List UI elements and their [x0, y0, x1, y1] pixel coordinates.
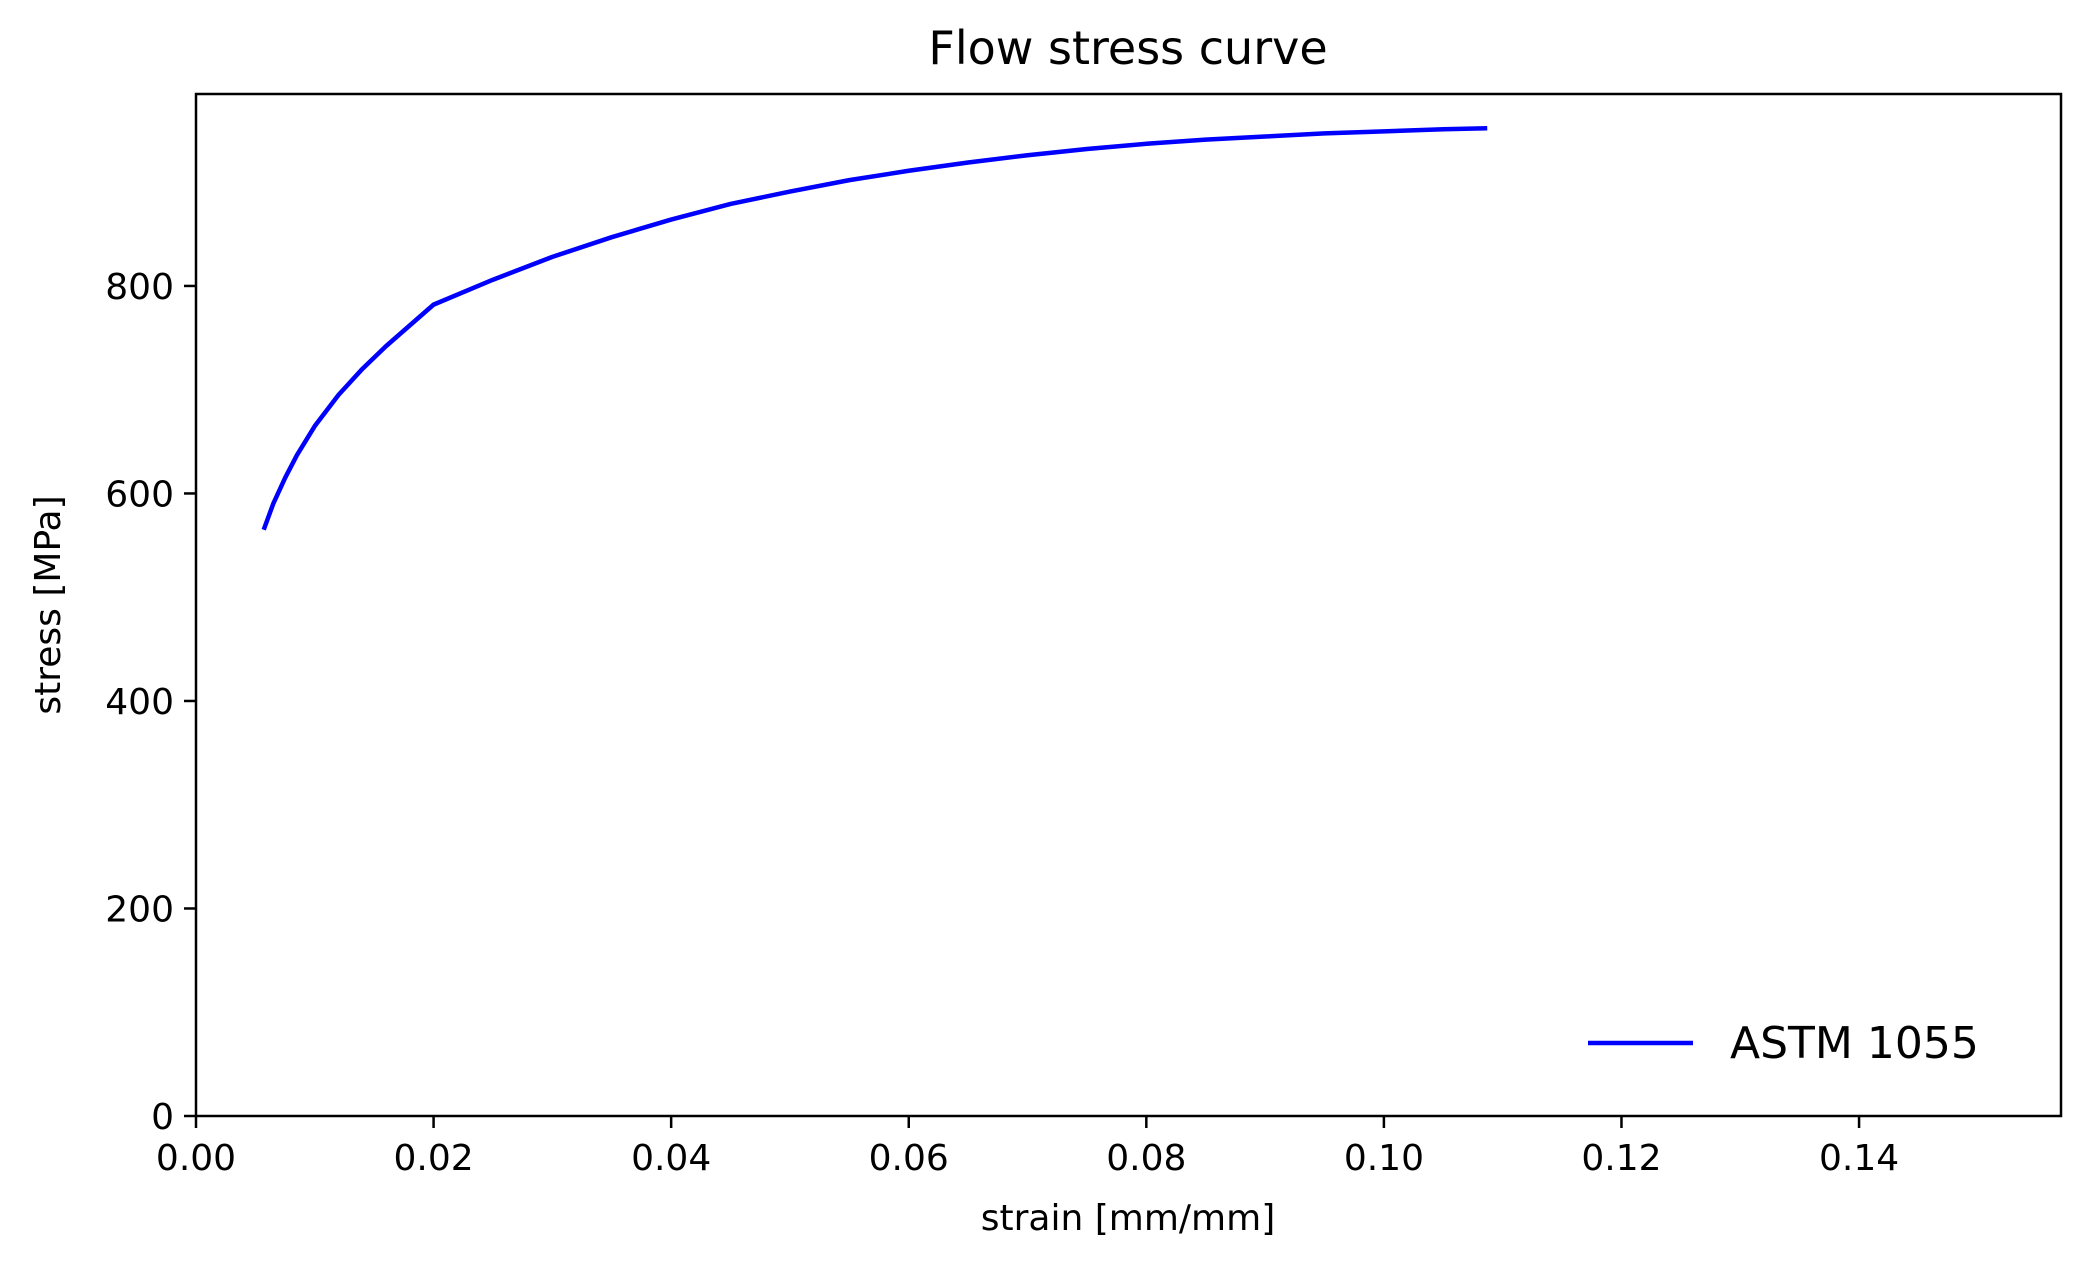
legend: ASTM 1055	[1588, 1018, 1979, 1069]
chart-title: Flow stress curve	[928, 21, 1327, 75]
x-tick-label: 0.10	[1344, 1138, 1424, 1179]
x-tick-label: 0.04	[631, 1138, 711, 1179]
y-tick-label: 400	[105, 682, 174, 723]
plot-frame	[194, 92, 2063, 1118]
x-tick-label: 0.14	[1819, 1138, 1899, 1179]
y-tick-label: 0	[151, 1097, 174, 1138]
y-axis: 0 200 400 600 800	[105, 267, 196, 1138]
plot-area: 0.00 0.02 0.04 0.06 0.08 0.10 0.12 0.14 0 200 400…	[105, 92, 2063, 1179]
x-tick-label: 0.12	[1581, 1138, 1661, 1179]
x-axis: 0.00 0.02 0.04 0.06 0.08 0.10 0.12 0.14	[156, 1116, 1899, 1179]
y-tick-label: 600	[105, 474, 174, 515]
y-axis-label: stress [MPa]	[28, 495, 69, 714]
x-tick-label: 0.06	[869, 1138, 949, 1179]
series-line-astm-1055	[261, 125, 1488, 531]
x-tick-label: 0.08	[1106, 1138, 1186, 1179]
x-tick-label: 0.02	[394, 1138, 474, 1179]
legend-label-astm-1055: ASTM 1055	[1730, 1018, 1979, 1069]
y-tick-label: 800	[105, 267, 174, 308]
y-tick-label: 200	[105, 889, 174, 930]
x-axis-label: strain [mm/mm]	[981, 1198, 1276, 1239]
x-tick-label: 0.00	[156, 1138, 236, 1179]
